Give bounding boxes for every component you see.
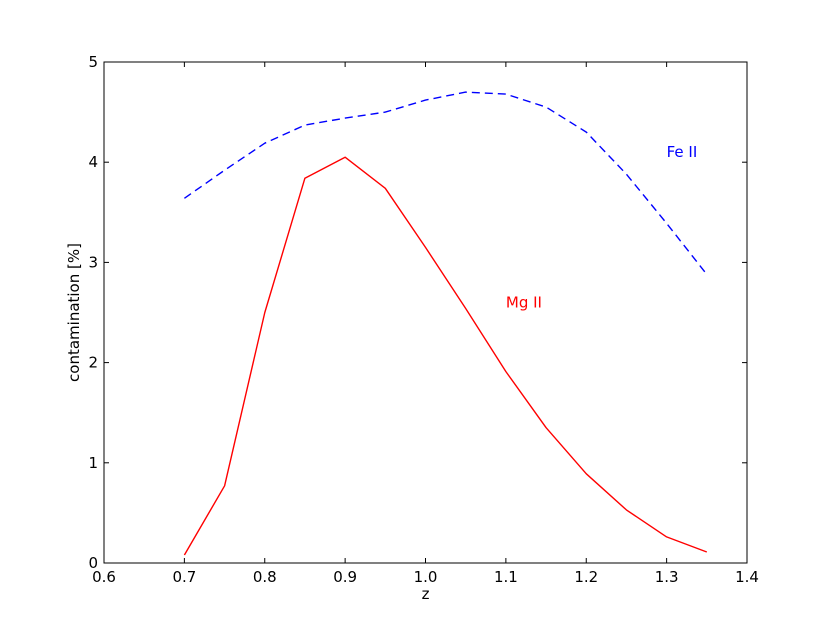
- y-tick-label: 2: [88, 354, 98, 372]
- x-tick-label: 1.2: [574, 568, 598, 586]
- y-tick-label: 3: [88, 253, 98, 271]
- x-tick-label: 1.3: [655, 568, 679, 586]
- annotation-fe-ii: Fe II: [667, 143, 698, 161]
- y-tick-label: 4: [88, 153, 98, 171]
- y-tick-label: 5: [88, 53, 98, 71]
- x-axis-label: z: [422, 585, 430, 603]
- y-tick-label: 1: [88, 454, 98, 472]
- x-tick-label: 1.4: [735, 568, 759, 586]
- x-tick-label: 0.9: [333, 568, 357, 586]
- series-line-mg-ii: [183, 156, 708, 556]
- axis-ticks: [103, 61, 748, 564]
- series-line-fe-ii: [183, 91, 708, 275]
- x-tick-label: 0.8: [253, 568, 277, 586]
- x-tick-label: 0.7: [172, 568, 196, 586]
- plot-frame: [103, 61, 748, 564]
- series-annotations: Fe II Mg II: [506, 143, 697, 311]
- annotation-mg-ii: Mg II: [506, 293, 542, 311]
- x-tick-label: 0.6: [92, 568, 116, 586]
- tick-labels: 0.6 0.7 0.8 0.9 1.0 1.1 1.2 1.3 1.4 0 1 2 3 4 5: [88, 53, 758, 586]
- x-tick-label: 1.0: [414, 568, 438, 586]
- y-axis-label: contamination [%]: [65, 243, 83, 382]
- x-tick-label: 1.1: [494, 568, 518, 586]
- plot-lines: [183, 91, 708, 556]
- y-tick-label: 0: [88, 554, 98, 572]
